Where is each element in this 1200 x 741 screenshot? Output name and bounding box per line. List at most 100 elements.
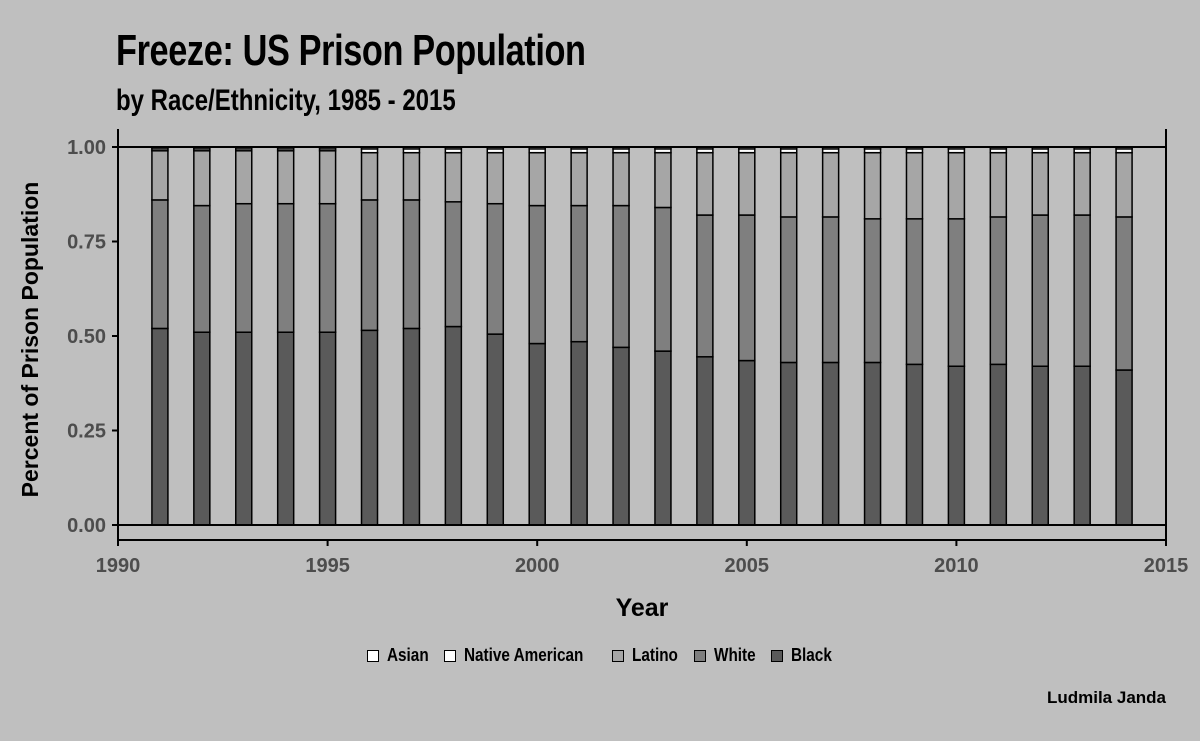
bar-segment-white-1996 xyxy=(360,199,379,332)
bar-segment-black-1993 xyxy=(235,331,253,526)
bar-segment-black-2004 xyxy=(696,356,714,526)
bar-segment-white-2007 xyxy=(821,216,840,364)
x-tick-label: 1995 xyxy=(305,555,350,577)
x-tick-label: 2005 xyxy=(725,555,770,577)
bar-segment-white-2005 xyxy=(738,214,756,362)
y-axis-title: Percent of Prison Population xyxy=(17,182,43,498)
y-tick-label: 1.00 xyxy=(67,137,106,159)
legend-item-latino: Latino xyxy=(612,645,680,666)
legend-item-black: Black xyxy=(771,645,833,666)
bar-segment-latino-1992 xyxy=(193,150,211,207)
bar-segment-latino-2011 xyxy=(989,151,1008,218)
x-axis-title: Year xyxy=(616,594,669,622)
bar-segment-latino-2001 xyxy=(570,151,588,207)
bar-segment-latino-1993 xyxy=(235,150,253,205)
y-tick-label: 0.00 xyxy=(67,515,106,537)
bar-segment-black-2012 xyxy=(1031,365,1049,526)
legend-item-asian: Asian xyxy=(366,645,430,666)
bar-segment-black-2010 xyxy=(947,365,966,526)
bar-segment-white-2002 xyxy=(612,204,630,349)
bar-segment-latino-2013 xyxy=(1073,151,1091,216)
legend-key-native-american xyxy=(443,649,456,662)
bar-segment-latino-1991 xyxy=(151,150,169,201)
legend-label-white: White xyxy=(714,645,756,665)
bar-segment-black-1997 xyxy=(402,327,421,526)
legend-key-white xyxy=(694,649,707,662)
bar-segment-black-2003 xyxy=(654,350,672,526)
bar-segment-black-2008 xyxy=(863,361,882,526)
legend-label-asian: Asian xyxy=(386,645,429,665)
bar-segment-black-2001 xyxy=(570,340,588,526)
bar-segment-black-2000 xyxy=(528,342,546,526)
bar-segment-latino-1997 xyxy=(402,151,421,201)
bar-segment-black-2014 xyxy=(1115,369,1133,526)
bars-group xyxy=(151,146,1133,526)
bar-segment-white-1997 xyxy=(402,199,421,330)
bar-segment-black-2013 xyxy=(1073,365,1091,526)
bar-segment-white-2000 xyxy=(528,204,546,345)
legend-key-latino xyxy=(612,649,625,662)
legend-key-black xyxy=(771,649,784,662)
bar-segment-latino-2008 xyxy=(863,151,882,220)
bar-segment-white-1999 xyxy=(486,202,505,335)
bar-segment-white-2006 xyxy=(779,216,798,364)
bar-segment-white-2001 xyxy=(570,204,588,343)
bar-segment-white-2011 xyxy=(989,216,1008,366)
x-tick-label: 2010 xyxy=(934,555,979,577)
bar-segment-white-1998 xyxy=(444,201,463,328)
bar-segment-white-1993 xyxy=(235,202,253,333)
x-tick-label: 2000 xyxy=(515,555,560,577)
bar-segment-black-1996 xyxy=(360,329,379,526)
bar-segment-black-1991 xyxy=(151,327,169,526)
bar-segment-white-1994 xyxy=(276,202,295,333)
bar-segment-black-2006 xyxy=(779,361,798,526)
axes-group: 0.00 0.25 0.50 0.75 1.00 1990 1995 2000 2005 2010… xyxy=(17,129,1188,622)
bar-segment-white-2010 xyxy=(947,218,966,367)
bar-segment-black-1995 xyxy=(318,331,337,526)
bar-segment-latino-2009 xyxy=(905,151,924,220)
legend-label-black: Black xyxy=(791,645,833,665)
bar-segment-latino-1999 xyxy=(486,151,505,205)
legend-label-latino: Latino xyxy=(632,645,679,665)
bar-segment-white-2009 xyxy=(905,218,924,366)
bar-segment-latino-2010 xyxy=(947,151,966,220)
bar-segment-white-1995 xyxy=(318,202,337,333)
x-tick-label: 2015 xyxy=(1144,555,1189,577)
author-caption: Ludmila Janda xyxy=(1046,688,1166,707)
legend-item-white: White xyxy=(694,645,757,666)
bar-segment-latino-1995 xyxy=(318,150,337,205)
legend-key-asian xyxy=(366,649,379,662)
bar-segment-latino-2005 xyxy=(738,151,756,216)
bar-segment-black-2011 xyxy=(989,363,1008,526)
bar-segment-latino-1998 xyxy=(444,151,463,203)
bar-segment-black-1999 xyxy=(486,333,505,526)
bar-segment-black-1992 xyxy=(193,331,211,526)
bar-segment-latino-1996 xyxy=(360,151,379,201)
bar-segment-white-2004 xyxy=(696,214,714,358)
chart-title: Freeze: US Prison Population xyxy=(116,26,586,75)
bar-segment-white-2008 xyxy=(863,218,882,364)
bar-segment-black-2002 xyxy=(612,346,630,526)
bar-segment-latino-2012 xyxy=(1031,151,1049,216)
bar-segment-white-2013 xyxy=(1073,214,1091,367)
bar-segment-white-1991 xyxy=(151,199,169,330)
bar-segment-latino-2000 xyxy=(528,151,546,207)
bar-segment-latino-2007 xyxy=(821,151,840,218)
bar-segment-black-1998 xyxy=(444,325,463,526)
bar-segment-black-2009 xyxy=(905,363,924,526)
bar-segment-black-2005 xyxy=(738,359,756,526)
bar-segment-black-1994 xyxy=(276,331,295,526)
bar-segment-white-2012 xyxy=(1031,214,1049,367)
y-tick-label: 0.75 xyxy=(67,232,106,254)
bar-segment-latino-2006 xyxy=(779,151,798,218)
chart-subtitle: by Race/Ethnicity, 1985 - 2015 xyxy=(116,84,456,117)
bar-segment-white-1992 xyxy=(193,204,211,333)
bar-segment-latino-1994 xyxy=(276,150,295,205)
legend-label-native-american: Native American xyxy=(463,645,584,665)
bar-segment-latino-2004 xyxy=(696,151,714,216)
bar-segment-black-2007 xyxy=(821,361,840,526)
bar-segment-white-2014 xyxy=(1115,216,1133,371)
x-tick-label: 1990 xyxy=(96,555,141,577)
y-tick-label: 0.50 xyxy=(67,326,106,348)
bar-segment-latino-2002 xyxy=(612,151,630,207)
